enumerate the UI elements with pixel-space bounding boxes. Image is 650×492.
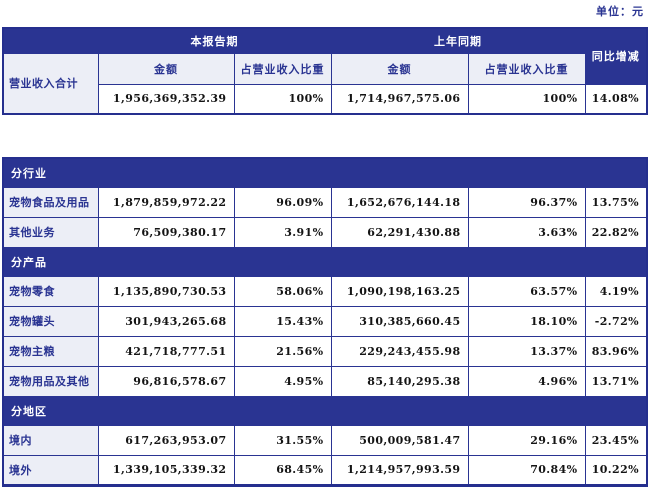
total-current-pct: 100% xyxy=(233,83,332,115)
prior-amount-header: 金额 xyxy=(330,52,469,85)
current-pct-header: 占营业收入比重 xyxy=(233,52,332,85)
prior-amount-cell: 85,140,295.38 xyxy=(330,365,469,397)
section-header-row: 分产品 xyxy=(2,246,648,277)
table-row: 宠物用品及其他 96,816,578.67 4.95% 85,140,295.3… xyxy=(2,365,648,397)
total-revenue-row: 1,956,369,352.39 100% 1,714,967,575.06 1… xyxy=(3,83,648,115)
yoy-cell: 4.19% xyxy=(584,275,648,307)
current-amount-cell: 1,879,859,972.22 xyxy=(97,186,235,218)
current-amount-cell: 96,816,578.67 xyxy=(97,365,235,397)
yoy-change-header: 同比增减 xyxy=(584,27,648,85)
current-amount-cell: 1,339,105,339.32 xyxy=(97,454,235,486)
current-pct-cell: 21.56% xyxy=(233,335,332,367)
prior-pct-cell: 13.37% xyxy=(467,335,586,367)
current-pct-cell: 96.09% xyxy=(233,186,332,218)
section-title-by-industry: 分行业 xyxy=(2,157,648,188)
prior-pct-cell: 18.10% xyxy=(467,305,586,337)
total-prior-pct: 100% xyxy=(467,83,586,115)
prior-pct-cell: 70.84% xyxy=(467,454,586,486)
prior-amount-cell: 500,009,581.47 xyxy=(330,424,469,456)
section-title-by-region: 分地区 xyxy=(2,395,648,426)
row-label: 境内 xyxy=(2,424,99,456)
current-pct-cell: 3.91% xyxy=(233,216,332,248)
current-amount-header: 金额 xyxy=(97,52,235,85)
current-period-header: 本报告期 xyxy=(97,27,332,54)
prior-amount-cell: 310,385,660.45 xyxy=(330,305,469,337)
section-title-by-product: 分产品 xyxy=(2,246,648,277)
current-amount-cell: 617,263,953.07 xyxy=(97,424,235,456)
section-header-row: 分地区 xyxy=(2,395,648,426)
section-header-row: 分行业 xyxy=(2,157,648,188)
yoy-cell: 22.82% xyxy=(584,216,648,248)
total-yoy: 14.08% xyxy=(584,83,648,115)
header-spacer-cell xyxy=(2,27,99,54)
total-current-amount: 1,956,369,352.39 xyxy=(97,83,235,115)
yoy-cell: -2.72% xyxy=(584,305,648,337)
current-amount-cell: 76,509,380.17 xyxy=(97,216,235,248)
table-row: 其他业务 76,509,380.17 3.91% 62,291,430.88 3… xyxy=(2,216,648,248)
table-row: 宠物罐头 301,943,265.68 15.43% 310,385,660.4… xyxy=(2,305,648,337)
prior-pct-cell: 63.57% xyxy=(467,275,586,307)
yoy-cell: 23.45% xyxy=(584,424,648,456)
current-pct-cell: 58.06% xyxy=(233,275,332,307)
table-row: 宠物零食 1,135,890,730.53 58.06% 1,090,198,1… xyxy=(2,275,648,307)
current-pct-cell: 31.55% xyxy=(233,424,332,456)
table-row: 境外 1,339,105,339.32 68.45% 1,214,957,993… xyxy=(2,454,648,486)
row-label: 宠物罐头 xyxy=(2,305,99,337)
revenue-summary-table: 本报告期 上年同期 同比增减 营业收入合计 金额 占营业收入比重 金额 占营业收… xyxy=(2,27,648,115)
table-row: 宠物食品及用品 1,879,859,972.22 96.09% 1,652,67… xyxy=(2,186,648,218)
row-label: 其他业务 xyxy=(2,216,99,248)
row-label: 宠物零食 xyxy=(2,275,99,307)
total-prior-amount: 1,714,967,575.06 xyxy=(330,83,469,115)
current-amount-cell: 301,943,265.68 xyxy=(97,305,235,337)
prior-pct-header: 占营业收入比重 xyxy=(467,52,586,85)
yoy-cell: 13.75% xyxy=(584,186,648,218)
prior-amount-cell: 62,291,430.88 xyxy=(330,216,469,248)
yoy-cell: 83.96% xyxy=(584,335,648,367)
prior-amount-cell: 1,652,676,144.18 xyxy=(330,186,469,218)
current-pct-cell: 15.43% xyxy=(233,305,332,337)
current-amount-cell: 421,718,777.51 xyxy=(97,335,235,367)
row-label: 宠物用品及其他 xyxy=(2,365,99,397)
current-pct-cell: 68.45% xyxy=(233,454,332,486)
table-row: 境内 617,263,953.07 31.55% 500,009,581.47 … xyxy=(2,424,648,456)
total-revenue-label: 营业收入合计 xyxy=(2,52,99,115)
prior-amount-cell: 1,090,198,163.25 xyxy=(330,275,469,307)
prior-pct-cell: 3.63% xyxy=(467,216,586,248)
prior-pct-cell: 29.16% xyxy=(467,424,586,456)
yoy-cell: 13.71% xyxy=(584,365,648,397)
revenue-breakdown-table: 分行业 宠物食品及用品 1,879,859,972.22 96.09% 1,65… xyxy=(2,157,648,487)
row-label: 宠物食品及用品 xyxy=(2,186,99,218)
prior-pct-cell: 96.37% xyxy=(467,186,586,218)
row-label: 宠物主粮 xyxy=(2,335,99,367)
prior-pct-cell: 4.96% xyxy=(467,365,586,397)
metric-header-row: 营业收入合计 金额 占营业收入比重 金额 占营业收入比重 xyxy=(2,52,647,115)
table-row: 宠物主粮 421,718,777.51 21.56% 229,243,455.9… xyxy=(2,335,648,367)
yoy-cell: 10.22% xyxy=(584,454,648,486)
row-label: 境外 xyxy=(2,454,99,486)
unit-label: 单位：元 xyxy=(596,5,644,18)
prior-period-header: 上年同期 xyxy=(330,27,586,54)
current-pct-cell: 4.95% xyxy=(233,365,332,397)
current-amount-cell: 1,135,890,730.53 xyxy=(97,275,235,307)
prior-amount-cell: 1,214,957,993.59 xyxy=(330,454,469,486)
period-header-row: 本报告期 上年同期 同比增减 xyxy=(2,27,648,85)
prior-amount-cell: 229,243,455.98 xyxy=(330,335,469,367)
